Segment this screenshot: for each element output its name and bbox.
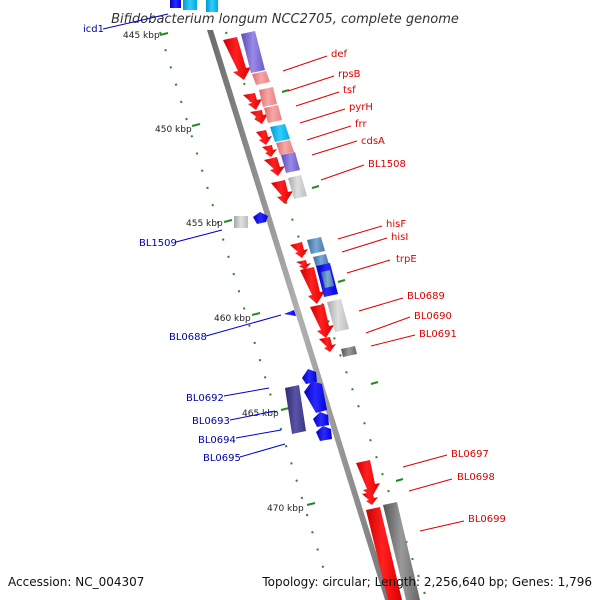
gene-def: [223, 37, 251, 80]
gene-BL1508-protein: [288, 175, 307, 199]
genome-title: Bifidobacterium longum NCC2705, complete…: [111, 12, 459, 27]
gene-BL1509-small: [234, 216, 248, 228]
gene-BL0692: [302, 369, 317, 384]
gene-label-BL0688[interactable]: BL0688: [169, 332, 207, 343]
forward-gene-features: [223, 31, 420, 600]
gene-BL1508: [271, 180, 293, 204]
genome-backbone: [207, 30, 391, 600]
gene-label-trpE[interactable]: trpE: [396, 254, 417, 265]
reverse-gene-features: [234, 212, 332, 441]
gene-label-hisI[interactable]: hisI: [391, 232, 408, 243]
gene-label-BL0693[interactable]: BL0693: [192, 416, 230, 427]
gene-hisI-protein: [313, 254, 329, 267]
gene-BL0698: [362, 492, 378, 505]
gene-cdsA: [264, 157, 285, 176]
gene-label-BL1509[interactable]: BL1509: [139, 238, 177, 249]
gene-top-cyan: [183, 0, 197, 10]
gene-BL0689: [310, 304, 334, 338]
scale-label-470: 470 kbp: [267, 504, 304, 514]
gene-BL0699-protein: [383, 502, 420, 600]
gene-BL0697: [356, 460, 380, 497]
gene-def-protein-tail: [252, 71, 270, 85]
gene-label-BL0694[interactable]: BL0694: [198, 435, 236, 446]
gene-label-BL0692[interactable]: BL0692: [186, 393, 224, 404]
gene-trpE-protein-2: [321, 270, 334, 288]
gene-def-protein: [241, 31, 265, 73]
gene-tsf-protein: [264, 105, 282, 123]
gene-label-cdsA[interactable]: cdsA: [361, 136, 385, 147]
gene-top-right-cyan: [206, 0, 218, 12]
gene-rpsB: [243, 93, 262, 110]
gene-BL0695: [316, 426, 332, 441]
gene-trpE: [300, 267, 325, 304]
gene-BL0691: [341, 346, 357, 357]
gene-label-rpsB[interactable]: rpsB: [338, 69, 361, 80]
gene-label-BL0689[interactable]: BL0689: [407, 291, 445, 302]
gene-label-BL0695[interactable]: BL0695: [203, 453, 241, 464]
gene-label-BL0697[interactable]: BL0697: [451, 449, 489, 460]
gene-BL1509: [253, 212, 268, 224]
gene-rpsB-protein: [259, 87, 277, 107]
gene-pyrH: [256, 130, 272, 145]
gene-frr: [262, 145, 277, 157]
gene-BL0689-protein: [327, 299, 349, 332]
gene-hisI: [296, 260, 311, 270]
gene-label-BL1508[interactable]: BL1508: [368, 159, 406, 170]
gene-label-tsf[interactable]: tsf: [343, 85, 356, 96]
scale-label-460: 460 kbp: [214, 314, 251, 324]
gene-BL0688: [284, 310, 296, 316]
accession-text: Accession: NC_004307: [8, 575, 144, 589]
gene-label-def[interactable]: def: [331, 49, 348, 60]
outer-major-ticks: [281, 89, 404, 482]
scale-label-455: 455 kbp: [186, 219, 223, 229]
gene-cdsA-protein: [281, 152, 300, 173]
gene-label-icd1[interactable]: icd1: [83, 24, 104, 35]
gene-BL0694: [313, 412, 329, 427]
gene-label-hisF[interactable]: hisF: [386, 219, 406, 230]
major-ticks: [159, 32, 316, 506]
gene-BL0693: [304, 381, 327, 413]
forward-leader-lines: [282, 55, 465, 532]
gene-BL0690: [319, 337, 336, 352]
gene-top-blue: [170, 0, 181, 8]
gene-BL0699: [366, 507, 402, 600]
gene-label-BL0699[interactable]: BL0699: [468, 514, 506, 525]
scale-label-445: 445 kbp: [123, 31, 160, 41]
topology-text: Topology: circular; Length: 2,256,640 bp…: [261, 575, 592, 589]
reverse-leader-lines: [102, 13, 286, 458]
gene-label-pyrH[interactable]: pyrH: [349, 102, 373, 113]
gene-label-BL0691[interactable]: BL0691: [419, 329, 457, 340]
gene-label-BL0690[interactable]: BL0690: [414, 311, 452, 322]
scale-label-450: 450 kbp: [155, 125, 192, 135]
gene-pyrH-protein: [270, 124, 290, 142]
gene-label-BL0698[interactable]: BL0698: [457, 472, 495, 483]
gene-BL0692-protein: [285, 385, 306, 434]
gene-label-frr[interactable]: frr: [355, 119, 367, 130]
gene-frr-protein: [276, 140, 294, 155]
gene-tsf: [250, 110, 268, 124]
gene-hisF: [290, 242, 308, 258]
gene-hisF-protein: [307, 237, 325, 254]
